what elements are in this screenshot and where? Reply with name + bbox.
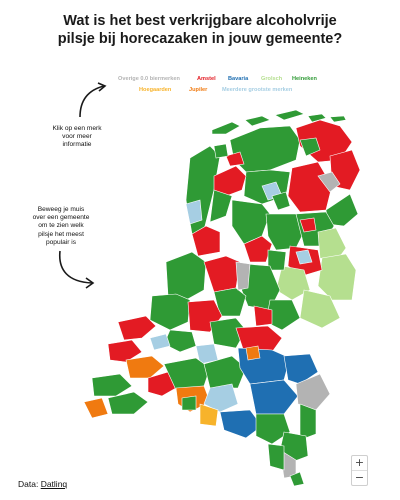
region-friesland-north[interactable]: [229, 125, 301, 173]
region-schiermonnikoog[interactable]: [329, 115, 347, 123]
region-noord-beveland[interactable]: [107, 339, 143, 363]
region-drenthe-grey[interactable]: [317, 171, 341, 193]
region-oss[interactable]: [283, 353, 319, 385]
legend-item-heineken[interactable]: Heineken: [292, 76, 317, 82]
region-zuid-holland-islands[interactable]: [163, 329, 197, 353]
region-texel-north[interactable]: [211, 121, 241, 135]
arrow-to-legend-head: [97, 82, 107, 92]
source-note: Data: Datlinq: [18, 479, 68, 489]
region-zeeuws-vlaanderen[interactable]: [107, 391, 149, 415]
arrow-to-map-head: [85, 277, 95, 289]
region-flevoland-north[interactable]: [231, 199, 271, 245]
legend-item-bavaria[interactable]: Bavaria: [228, 76, 249, 82]
region-zuid-beveland[interactable]: [125, 355, 165, 379]
region-venlo[interactable]: [295, 373, 331, 411]
zoom-out-button[interactable]: −: [354, 471, 365, 484]
region-den-haag[interactable]: [149, 293, 191, 331]
region-zaltbommel[interactable]: [245, 345, 261, 361]
region-goeree[interactable]: [149, 333, 171, 351]
region-groningen-green[interactable]: [299, 137, 321, 157]
region-vaals[interactable]: [289, 471, 305, 487]
legend-item-amstel[interactable]: Amstel: [197, 76, 216, 82]
title-line-2: pilsje bij horecazaken in jouw gemeente?: [57, 31, 343, 47]
legend-item-grolsch[interactable]: Grolsch: [261, 76, 283, 82]
region-baarle[interactable]: [199, 403, 219, 427]
region-helmond[interactable]: [255, 413, 291, 445]
region-drenthe[interactable]: [287, 161, 333, 213]
legend-item-meerdere[interactable]: Meerdere grootste merken: [222, 87, 293, 93]
legend-item-hoegaarden[interactable]: Hoegaarden: [139, 87, 172, 93]
region-maastricht[interactable]: [267, 443, 285, 471]
region-woensdrecht[interactable]: [181, 395, 197, 411]
region-ameland[interactable]: [307, 113, 327, 123]
region-zeeuws-vlaanderen-west[interactable]: [83, 397, 109, 419]
region-eindhoven[interactable]: [249, 379, 299, 415]
region-ede[interactable]: [253, 305, 273, 327]
page-title: Wat is het best verkrijgbare alcoholvrij…: [0, 12, 400, 48]
arrow-to-legend: [79, 85, 105, 118]
title-line-1: Wat is het best verkrijgbare alcoholvrij…: [63, 13, 337, 29]
region-achterhoek[interactable]: [299, 289, 341, 329]
legend-item-overige[interactable]: Overige 0.0 biermerken: [118, 76, 180, 82]
zoom-control: + −: [351, 455, 368, 486]
region-amsterdam-west[interactable]: [191, 225, 221, 257]
region-heerenveen[interactable]: [271, 191, 291, 211]
region-amersfoort[interactable]: [235, 261, 251, 291]
region-bergen-op-zoom[interactable]: [147, 371, 177, 397]
region-schouwen[interactable]: [117, 315, 157, 341]
region-veluwe-north[interactable]: [267, 249, 287, 271]
region-utrecht-west[interactable]: [203, 255, 241, 293]
region-walcheren[interactable]: [91, 373, 133, 397]
arrow-to-map: [59, 250, 93, 284]
region-noord-holland-blue[interactable]: [185, 199, 203, 225]
source-link[interactable]: Datlinq: [40, 479, 68, 489]
region-breda[interactable]: [203, 355, 247, 389]
region-west-friesland[interactable]: [209, 189, 233, 223]
region-hoogeveen[interactable]: [299, 217, 317, 233]
region-vlieland[interactable]: [244, 115, 271, 127]
region-harlingen[interactable]: [225, 151, 245, 167]
zoom-in-button[interactable]: +: [352, 456, 367, 471]
region-haarlem-leiden[interactable]: [165, 251, 207, 301]
region-den-helder[interactable]: [213, 143, 229, 159]
region-den-bosch[interactable]: [237, 347, 291, 385]
region-terschelling[interactable]: [274, 109, 305, 121]
click-annotation: Klik op een merk voor meer informatie: [52, 125, 102, 149]
region-tilburg[interactable]: [203, 383, 239, 413]
region-twente[interactable]: [317, 253, 357, 301]
hover-annotation: Beweeg je muis over een gemeente om te z…: [32, 206, 90, 246]
legend-item-jupiler[interactable]: Jupiler: [189, 87, 208, 93]
region-salland-blue[interactable]: [295, 249, 313, 265]
region-roermond[interactable]: [299, 403, 317, 441]
region-kempen[interactable]: [219, 409, 263, 439]
